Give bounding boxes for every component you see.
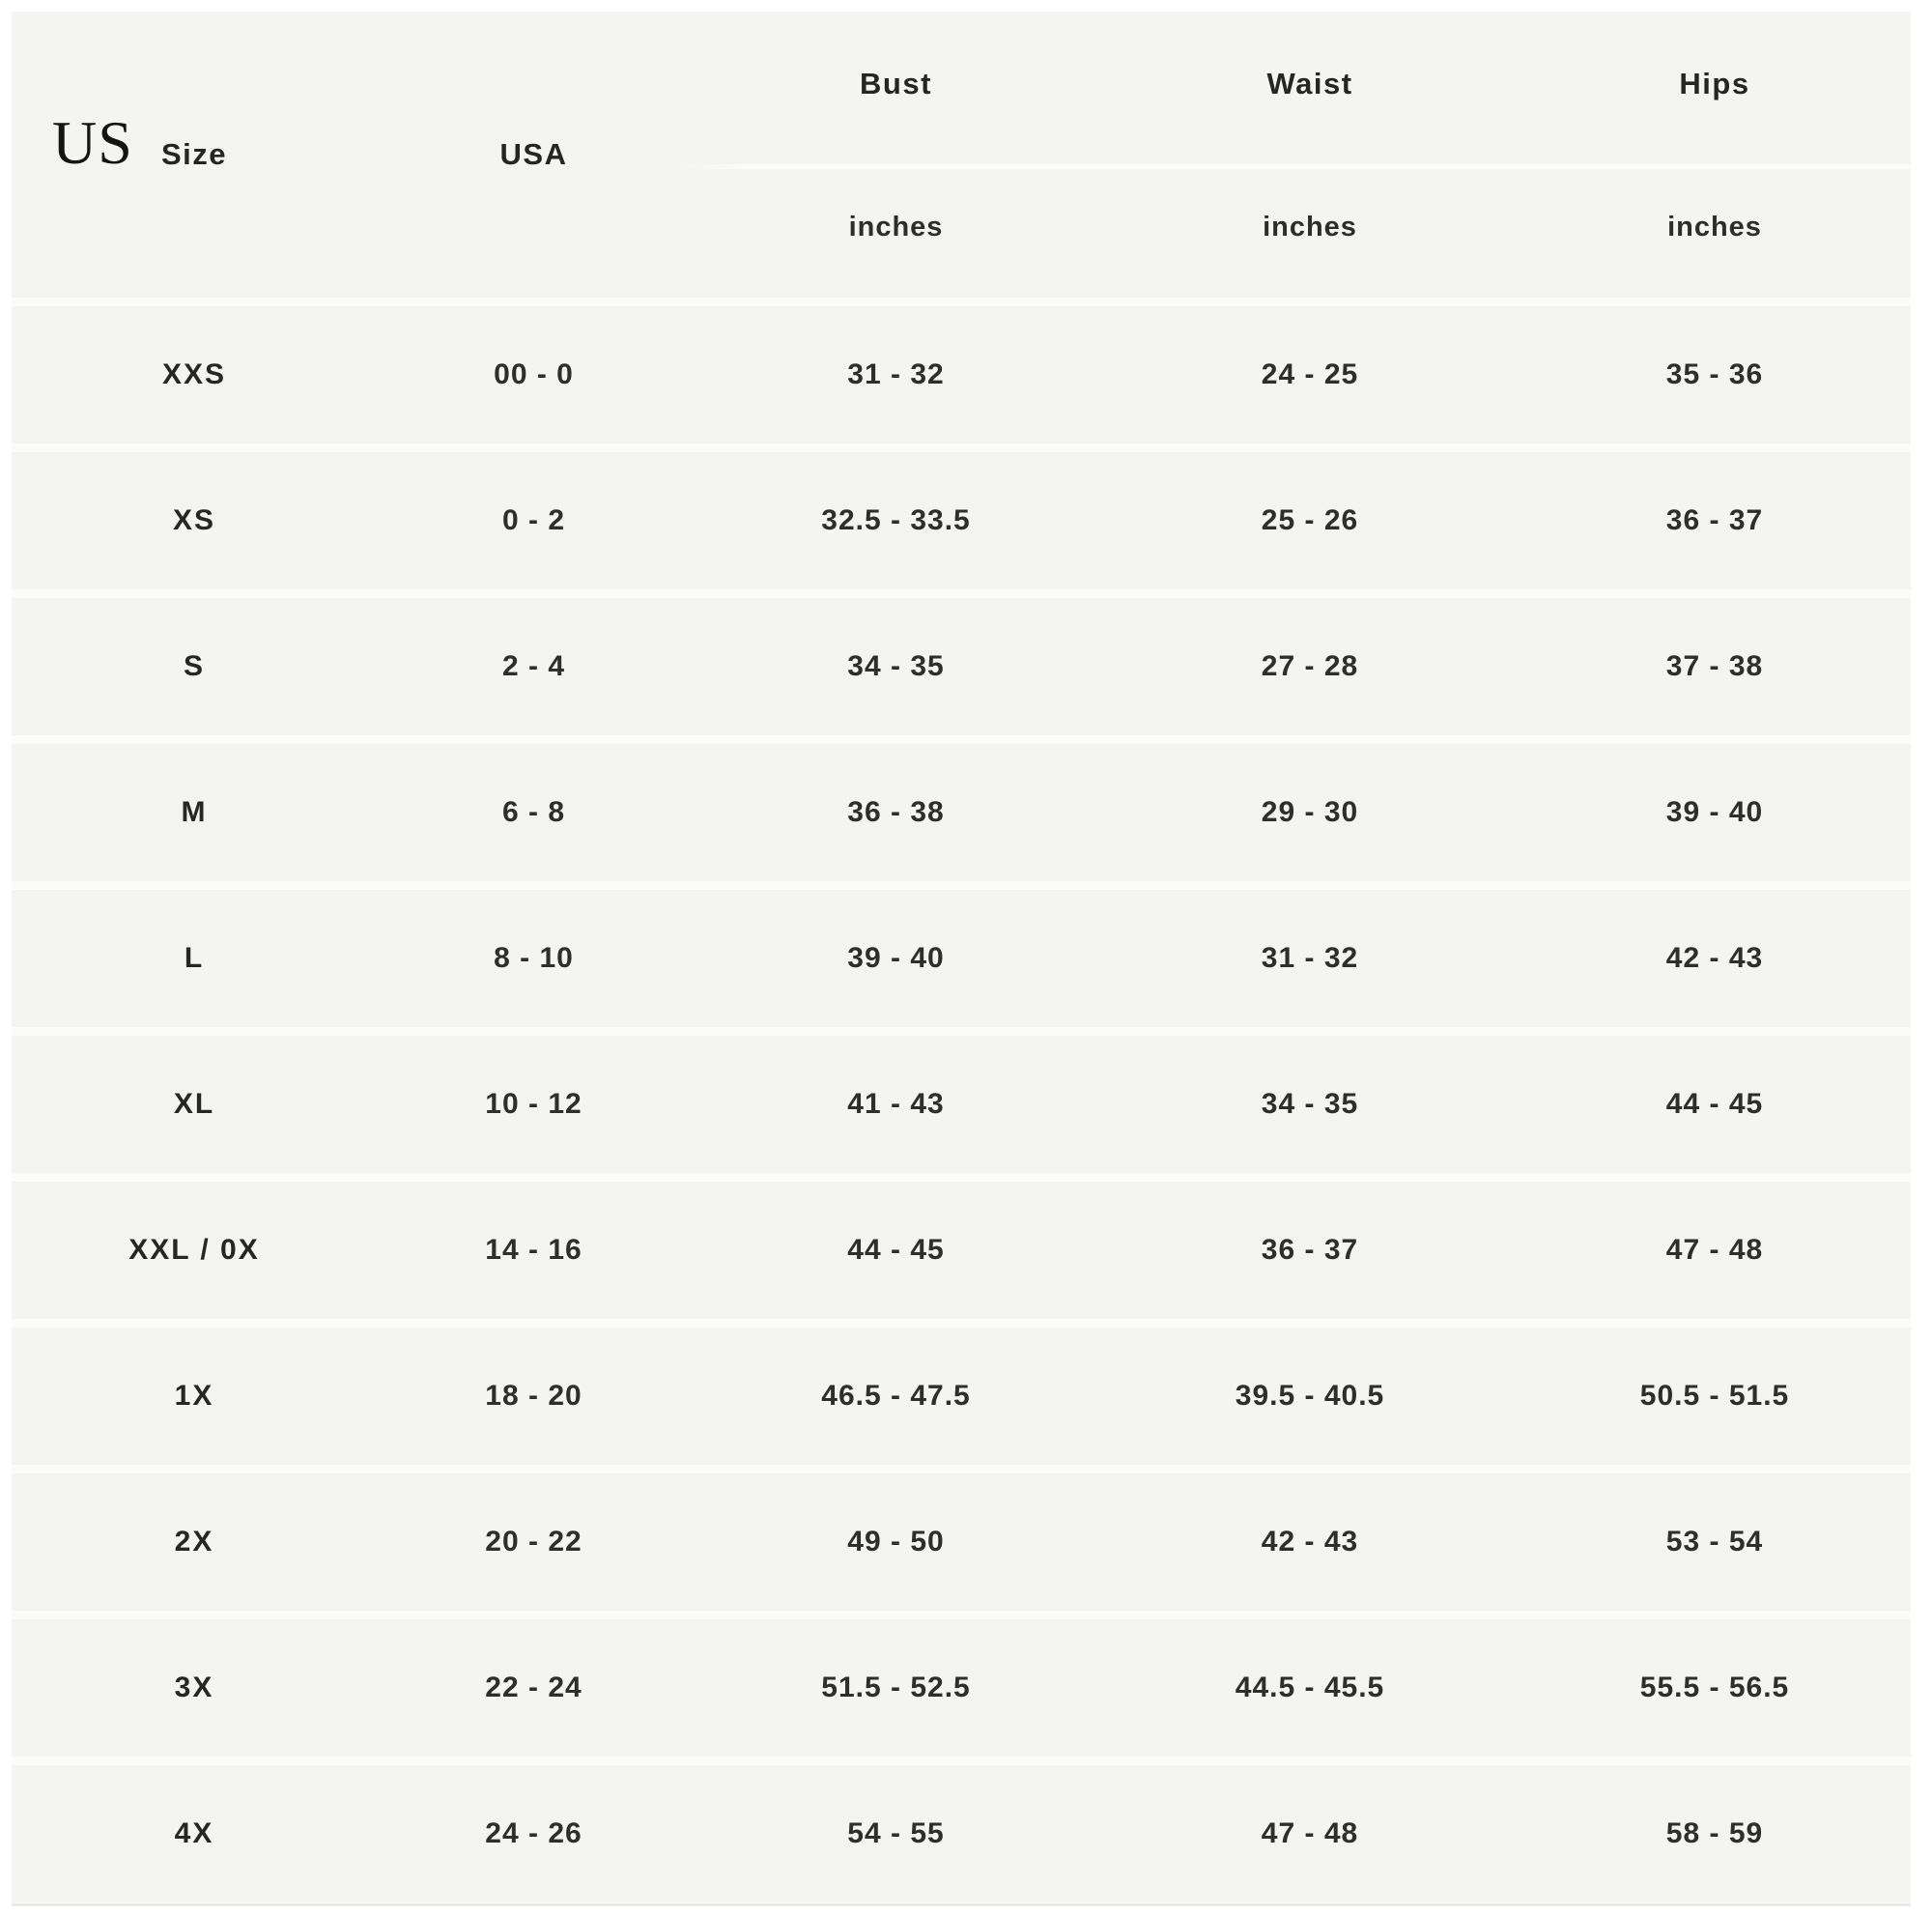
size-chart-table: US Size USA Bust Waist Hips inches inche… bbox=[12, 12, 1911, 1903]
cell-hips: 36 - 37 bbox=[1665, 504, 1764, 536]
cell-size: XXL / 0X bbox=[128, 1234, 260, 1266]
table-row: XS 0 - 2 32.5 - 33.5 25 - 26 36 - 37 bbox=[12, 452, 1911, 589]
cell-bust: 54 - 55 bbox=[847, 1817, 945, 1849]
table-row: XXS 00 - 0 31 - 32 24 - 25 35 - 36 bbox=[12, 306, 1911, 443]
cell-waist: 27 - 28 bbox=[1261, 650, 1359, 682]
cell-waist: 47 - 48 bbox=[1261, 1817, 1359, 1849]
cell-hips: 39 - 40 bbox=[1665, 796, 1764, 828]
table-row: L 8 - 10 39 - 40 31 - 32 42 - 43 bbox=[12, 890, 1911, 1027]
cell-size: 2X bbox=[174, 1526, 214, 1558]
cell-bust: 34 - 35 bbox=[847, 650, 945, 682]
cell-usa: 8 - 10 bbox=[494, 942, 574, 974]
cell-hips: 47 - 48 bbox=[1665, 1234, 1764, 1266]
cell-hips: 42 - 43 bbox=[1665, 942, 1764, 974]
cell-bust: 32.5 - 33.5 bbox=[821, 504, 971, 536]
table-row: 1X 18 - 20 46.5 - 47.5 39.5 - 40.5 50.5 … bbox=[12, 1328, 1911, 1465]
cell-hips: 37 - 38 bbox=[1665, 650, 1764, 682]
cell-size: XL bbox=[173, 1088, 215, 1120]
unit-bust-inches: inches bbox=[848, 211, 944, 243]
cell-bust: 51.5 - 52.5 bbox=[821, 1672, 971, 1703]
header-size: Size bbox=[160, 137, 228, 171]
cell-size: 3X bbox=[174, 1672, 214, 1703]
cell-usa: 00 - 0 bbox=[494, 358, 574, 390]
cell-size: M bbox=[181, 796, 208, 828]
header-divider bbox=[678, 164, 1911, 169]
cell-bust: 41 - 43 bbox=[847, 1088, 945, 1120]
cell-hips: 55.5 - 56.5 bbox=[1639, 1672, 1790, 1703]
cell-hips: 50.5 - 51.5 bbox=[1639, 1380, 1790, 1412]
cell-hips: 53 - 54 bbox=[1665, 1526, 1764, 1558]
cell-bust: 46.5 - 47.5 bbox=[821, 1380, 971, 1412]
table-row: XXL / 0X 14 - 16 44 - 45 36 - 37 47 - 48 bbox=[12, 1182, 1911, 1319]
cell-hips: 35 - 36 bbox=[1665, 358, 1764, 390]
cell-usa: 18 - 20 bbox=[485, 1380, 582, 1412]
cell-usa: 2 - 4 bbox=[501, 650, 566, 682]
cell-waist: 44.5 - 45.5 bbox=[1235, 1672, 1385, 1703]
unit-waist-inches: inches bbox=[1263, 211, 1357, 243]
cell-waist: 25 - 26 bbox=[1261, 504, 1359, 536]
table-row: S 2 - 4 34 - 35 27 - 28 37 - 38 bbox=[12, 598, 1911, 735]
table-row: 3X 22 - 24 51.5 - 52.5 44.5 - 45.5 55.5 … bbox=[12, 1619, 1911, 1757]
table-row: 2X 20 - 22 49 - 50 42 - 43 53 - 54 bbox=[12, 1473, 1911, 1611]
cell-waist: 34 - 35 bbox=[1261, 1088, 1359, 1120]
table-row: M 6 - 8 36 - 38 29 - 30 39 - 40 bbox=[12, 744, 1911, 881]
header-waist: Waist bbox=[1266, 67, 1353, 100]
table-row: 4X 24 - 26 54 - 55 47 - 48 58 - 59 bbox=[12, 1765, 1911, 1902]
cell-waist: 42 - 43 bbox=[1261, 1526, 1359, 1558]
cell-size: L bbox=[184, 942, 205, 974]
cell-waist: 24 - 25 bbox=[1261, 358, 1359, 390]
header-hips: Hips bbox=[1679, 67, 1750, 100]
header-usa: USA bbox=[499, 137, 568, 171]
unit-hips-inches: inches bbox=[1667, 211, 1762, 243]
table-header: US Size USA Bust Waist Hips inches inche… bbox=[12, 12, 1911, 298]
cell-bust: 36 - 38 bbox=[847, 796, 945, 828]
header-bust: Bust bbox=[860, 67, 932, 100]
cell-size: 4X bbox=[174, 1817, 214, 1849]
cell-size: XS bbox=[172, 504, 216, 536]
cell-size: S bbox=[183, 650, 205, 682]
cell-bust: 39 - 40 bbox=[847, 942, 945, 974]
cell-waist: 39.5 - 40.5 bbox=[1235, 1380, 1385, 1412]
cell-size: XXS bbox=[161, 358, 227, 390]
cell-waist: 36 - 37 bbox=[1261, 1234, 1359, 1266]
cell-bust: 49 - 50 bbox=[847, 1526, 945, 1558]
cell-usa: 20 - 22 bbox=[485, 1526, 582, 1558]
cell-hips: 58 - 59 bbox=[1665, 1817, 1764, 1849]
cell-usa: 0 - 2 bbox=[501, 504, 566, 536]
cell-hips: 44 - 45 bbox=[1665, 1088, 1764, 1120]
cell-usa: 24 - 26 bbox=[485, 1817, 582, 1849]
us-region-label: US bbox=[52, 108, 133, 177]
cell-waist: 31 - 32 bbox=[1261, 942, 1359, 974]
cell-bust: 44 - 45 bbox=[847, 1234, 945, 1266]
cell-size: 1X bbox=[174, 1380, 214, 1412]
cell-usa: 10 - 12 bbox=[485, 1088, 582, 1120]
cell-waist: 29 - 30 bbox=[1261, 796, 1359, 828]
table-row: XL 10 - 12 41 - 43 34 - 35 44 - 45 bbox=[12, 1036, 1911, 1173]
cell-bust: 31 - 32 bbox=[847, 358, 945, 390]
cell-usa: 14 - 16 bbox=[485, 1234, 582, 1266]
cell-usa: 22 - 24 bbox=[485, 1672, 582, 1703]
cell-usa: 6 - 8 bbox=[501, 796, 566, 828]
